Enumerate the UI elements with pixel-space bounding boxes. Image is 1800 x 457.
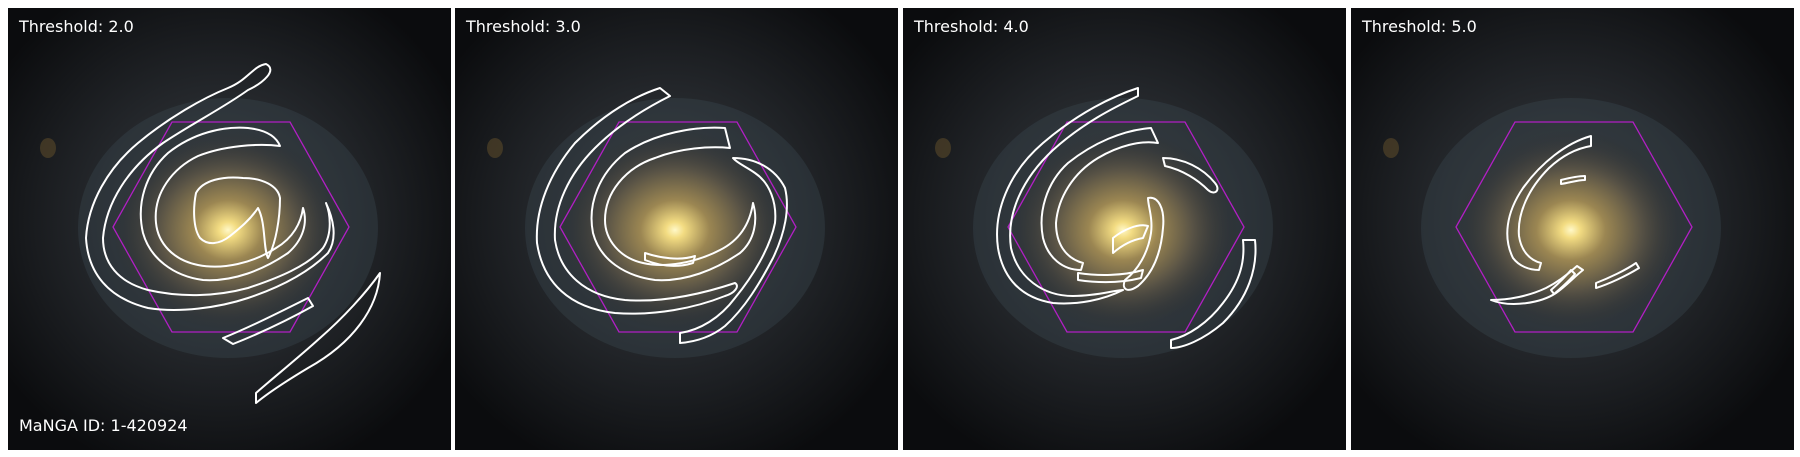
galaxy-bulge <box>1456 130 1686 330</box>
contour-fragment <box>644 252 696 267</box>
background-star <box>40 138 56 158</box>
ifu-hexagon <box>1455 121 1693 333</box>
galaxy-bulge <box>560 130 790 330</box>
contour-fragment <box>1550 269 1576 295</box>
galaxy-image <box>8 8 451 450</box>
contour-set <box>85 63 381 404</box>
ifu-hexagon <box>559 121 797 333</box>
contour-fragment <box>222 297 314 345</box>
threshold-label: Threshold: 3.0 <box>466 17 581 36</box>
contour-fragment <box>1112 224 1149 254</box>
galaxy-panel-threshold-4: Threshold: 4.0 <box>903 8 1346 450</box>
background-star <box>487 138 503 158</box>
galaxy-bulge <box>1008 130 1238 330</box>
contour-inner-arm <box>139 126 306 282</box>
contour-outer-spur <box>255 272 381 404</box>
background-star <box>935 138 951 158</box>
contour-fragment <box>1595 262 1640 289</box>
threshold-label: Threshold: 2.0 <box>19 17 134 36</box>
contour-inner-arm <box>1506 135 1592 271</box>
galaxy-id-label: MaNGA ID: 1-420924 <box>19 416 188 435</box>
ifu-hexagon <box>112 121 350 333</box>
threshold-label: Threshold: 5.0 <box>1362 17 1477 36</box>
contour-fragment <box>1560 175 1586 185</box>
galaxy-image <box>1351 8 1794 450</box>
galaxy-image <box>455 8 898 450</box>
contour-outer-arm <box>996 87 1139 305</box>
threshold-label: Threshold: 4.0 <box>914 17 1029 36</box>
contour-right-arm <box>679 157 788 344</box>
contour-fragment <box>1490 265 1584 305</box>
contour-outer-spur <box>1170 239 1257 349</box>
galaxy-panel-threshold-5: Threshold: 5.0 <box>1351 8 1794 450</box>
galaxy-panel-threshold-2: Threshold: 2.0 MaNGA ID: 1-420924 <box>8 8 451 450</box>
galaxy-image <box>903 8 1346 450</box>
background-star <box>1383 138 1399 158</box>
galaxy-panel-threshold-3: Threshold: 3.0 <box>455 8 898 450</box>
contour-set <box>1490 135 1640 305</box>
contour-set <box>996 87 1257 349</box>
contour-outer-arm <box>85 63 335 311</box>
contour-inner-arm <box>1040 127 1159 271</box>
contour-outer-arm <box>535 87 738 315</box>
ifu-hexagon <box>1007 121 1245 333</box>
contour-fragment <box>1077 269 1144 284</box>
contour-core-arc <box>1122 196 1165 291</box>
contour-core <box>193 176 281 259</box>
contour-fragment <box>1162 157 1219 194</box>
contour-inner-arm <box>590 126 757 282</box>
galaxy-bulge <box>113 130 343 330</box>
contour-set <box>535 87 788 344</box>
